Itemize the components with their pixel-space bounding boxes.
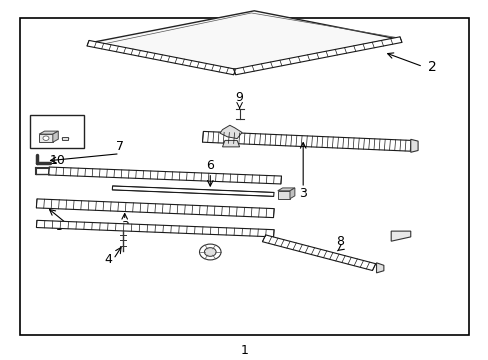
Text: 3: 3: [121, 220, 128, 233]
Text: 1: 1: [240, 345, 248, 357]
Bar: [30, 115, 84, 148]
Polygon shape: [202, 131, 410, 151]
Bar: [61, 137, 68, 140]
Circle shape: [199, 244, 221, 260]
Polygon shape: [53, 131, 58, 142]
Text: 10: 10: [49, 154, 65, 167]
Polygon shape: [220, 125, 242, 139]
Text: 8: 8: [335, 235, 343, 248]
Text: 3: 3: [299, 187, 306, 200]
Text: 7: 7: [116, 140, 123, 153]
Polygon shape: [36, 199, 274, 217]
Text: 9: 9: [235, 91, 243, 104]
Polygon shape: [36, 220, 274, 237]
Polygon shape: [88, 11, 400, 72]
Circle shape: [43, 136, 49, 140]
Polygon shape: [289, 188, 294, 199]
Circle shape: [204, 248, 216, 256]
Polygon shape: [48, 167, 281, 184]
Text: 4: 4: [104, 253, 112, 266]
Polygon shape: [277, 188, 294, 191]
Text: 2: 2: [427, 60, 436, 73]
Polygon shape: [112, 186, 273, 196]
Bar: [277, 191, 289, 199]
Polygon shape: [410, 139, 417, 152]
Polygon shape: [262, 235, 375, 270]
Polygon shape: [390, 231, 410, 241]
Polygon shape: [39, 131, 58, 134]
Text: 6: 6: [206, 159, 214, 172]
Bar: [39, 134, 53, 142]
Polygon shape: [376, 263, 383, 273]
Text: 5: 5: [56, 220, 63, 233]
Polygon shape: [233, 37, 401, 75]
Polygon shape: [87, 40, 235, 75]
Polygon shape: [222, 140, 239, 147]
Bar: [20, 18, 468, 335]
